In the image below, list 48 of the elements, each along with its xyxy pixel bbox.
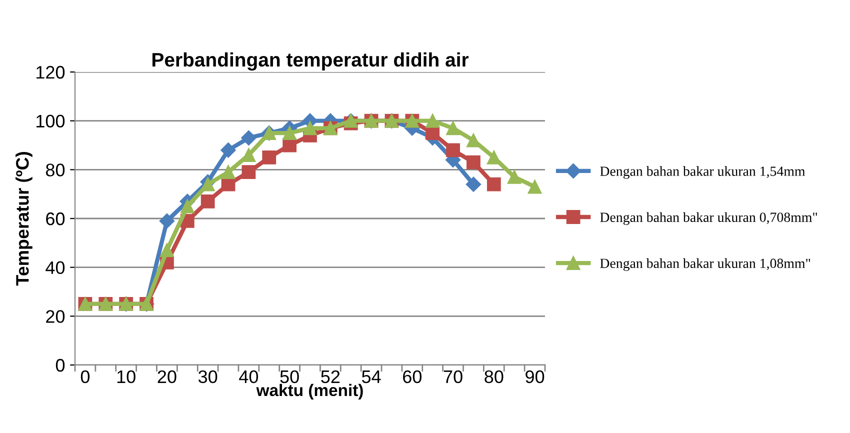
point	[446, 121, 460, 136]
point	[466, 155, 480, 170]
x-tick-label: 40	[239, 370, 258, 384]
point	[426, 114, 440, 128]
y-tick-label: 0	[56, 358, 65, 372]
x-tick-label: 52	[321, 370, 340, 384]
y-tick-label: 80	[46, 164, 65, 176]
point	[282, 126, 297, 140]
point	[200, 177, 215, 192]
y-axis-title: Temperatur (ºC)	[16, 152, 32, 286]
y-tick-label: 60	[46, 212, 65, 226]
chart-title: Perbandingan temperatur didih air	[152, 52, 469, 71]
point	[242, 165, 256, 180]
point	[446, 143, 460, 158]
point	[221, 165, 236, 180]
x-tick-label: 10	[117, 370, 136, 384]
point	[241, 130, 256, 146]
point	[159, 213, 175, 229]
x-tick-label: 80	[484, 370, 504, 384]
point	[466, 176, 482, 192]
x-tick-label: 30	[198, 370, 218, 384]
point	[528, 180, 542, 194]
x-axis-title: waktu (menit)	[256, 384, 363, 400]
x-tick-label: 0	[80, 370, 90, 384]
point	[486, 150, 501, 164]
legend-label: Dengan bahan bakar ukuran 1,08mm"	[600, 258, 810, 271]
point	[303, 121, 317, 136]
point	[180, 199, 194, 214]
y-tick-label: 40	[46, 261, 65, 274]
point	[220, 142, 236, 158]
x-tick-label: 90	[526, 370, 544, 384]
legend-label: Dengan bahan bakar ukuran 0,708mm"	[600, 212, 818, 225]
point	[200, 194, 215, 208]
y-tick-label: 100	[36, 114, 65, 128]
x-tick-label: 70	[444, 370, 462, 384]
x-tick-label: 60	[403, 370, 422, 384]
point	[486, 177, 501, 192]
y-tick-label: 20	[46, 310, 65, 323]
x-tick-label: 54	[362, 370, 381, 384]
point	[262, 150, 276, 164]
point	[507, 170, 522, 184]
legend-label: Dengan bahan bakar ukuran 1,54mm	[600, 166, 806, 179]
y-tick-label: 120	[36, 66, 65, 79]
x-tick-label: 20	[158, 370, 176, 384]
point	[242, 148, 256, 162]
point	[466, 133, 480, 148]
x-tick-label: 50	[280, 370, 299, 384]
point	[160, 243, 174, 258]
